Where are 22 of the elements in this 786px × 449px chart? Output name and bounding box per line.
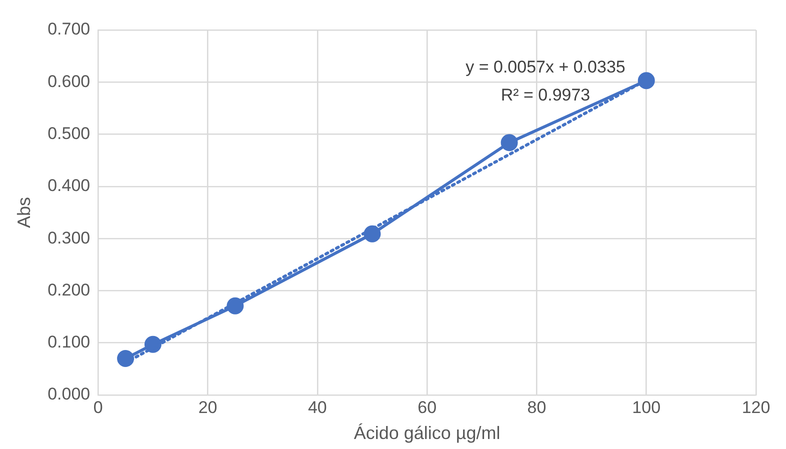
y-tick-label: 0.000: [48, 384, 90, 404]
x-axis-title: Ácido gálico µg/ml: [354, 423, 500, 444]
point: [500, 134, 518, 152]
y-tick-label: 0.100: [48, 332, 90, 352]
x-tick-label: 0: [93, 398, 103, 417]
x-tick-label: 60: [418, 398, 437, 417]
x-tick-label: 120: [742, 398, 770, 417]
annotation: y = 0.0057x + 0.0335: [466, 58, 626, 77]
point: [638, 72, 655, 90]
x-tick-label: 80: [527, 398, 546, 417]
y-tick-label: 0.500: [48, 124, 90, 143]
y-tick-label: 0.700: [48, 20, 90, 39]
x-tick-label: 100: [632, 398, 661, 417]
y-axis-title: Abs: [14, 196, 34, 228]
y-tick-label: 0.600: [48, 72, 90, 91]
x-tick-label: 40: [308, 398, 327, 417]
point: [117, 350, 134, 367]
y-tick-label: 0.400: [48, 176, 90, 196]
y-tick-label: 0.200: [48, 280, 90, 300]
x-tick-label: 20: [198, 398, 218, 417]
y-tick-label: 0.300: [48, 228, 90, 248]
annotation: R² = 0.9973: [500, 86, 590, 105]
